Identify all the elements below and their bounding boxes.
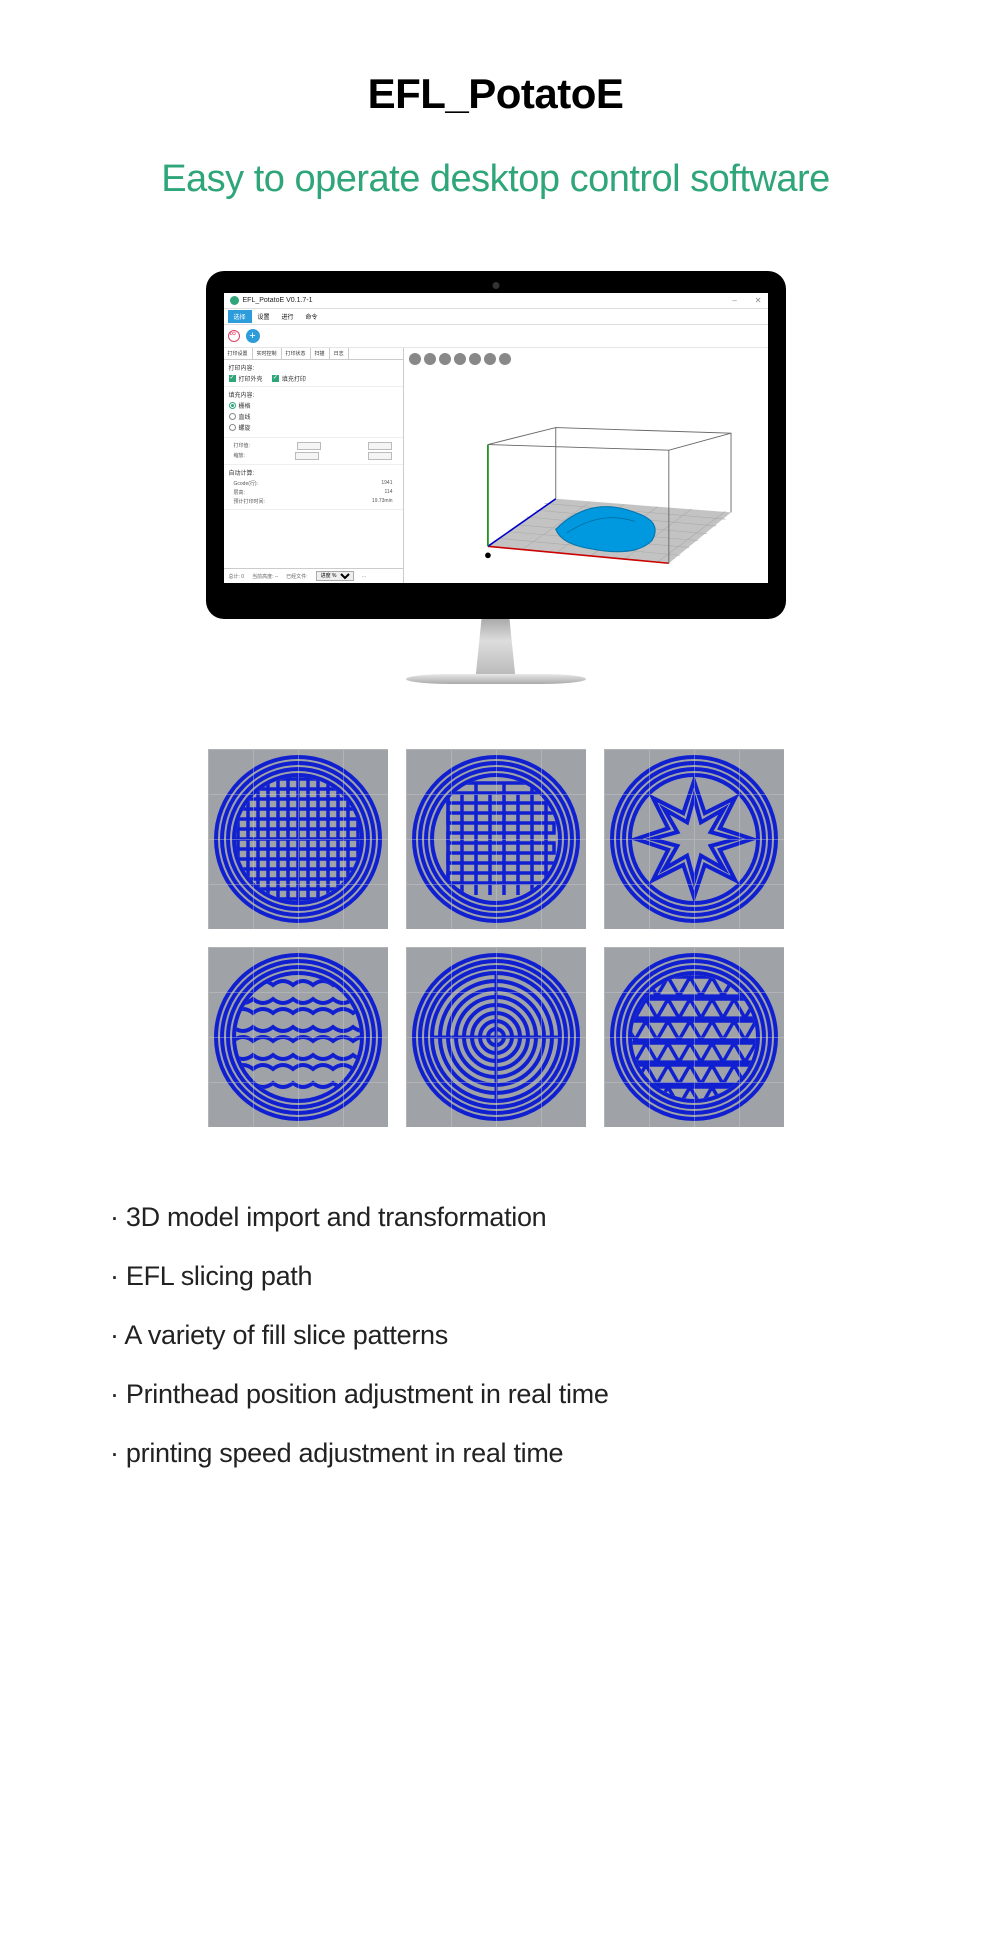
spinner-input[interactable]: [297, 442, 321, 450]
pattern-star: [604, 749, 784, 929]
param-label: 缩放:: [234, 452, 245, 460]
pattern-wave: [208, 947, 388, 1127]
app-window: EFL_PotatoE V0.1.7-1 – ✕ 选择 设置 进行 命令 +: [224, 293, 768, 583]
menu-item[interactable]: 设置: [252, 310, 276, 323]
feature-item: 3D model import and transformation: [110, 1202, 991, 1233]
menubar[interactable]: 选择 设置 进行 命令: [224, 309, 768, 325]
kv-key: 层高:: [234, 489, 245, 496]
checkbox-icon[interactable]: [272, 375, 279, 382]
param-label: 打印值:: [234, 442, 250, 450]
radio-label: 栅格: [239, 401, 251, 410]
vp-tool-icon[interactable]: [424, 353, 436, 365]
kv-key: 预计打印时间:: [234, 498, 265, 505]
pattern-grid: [208, 749, 388, 929]
statusbar: 总计: 0 当前高度: -- 已经文件: 进度 % …: [224, 568, 403, 583]
status-text: 当前高度: --: [252, 573, 278, 580]
link-icon[interactable]: [228, 330, 240, 342]
menu-item[interactable]: 进行: [276, 310, 300, 323]
section-label: 自动计算:: [229, 468, 398, 477]
vp-tool-icon[interactable]: [469, 353, 481, 365]
vp-tool-icon[interactable]: [409, 353, 421, 365]
kv-val: 114: [385, 489, 393, 496]
app-icon: [230, 296, 239, 305]
status-text: 总计: 0: [229, 573, 245, 580]
side-tab[interactable]: 实时控制: [253, 348, 282, 359]
radio-label: 螺旋: [239, 423, 251, 432]
monitor-mockup: EFL_PotatoE V0.1.7-1 – ✕ 选择 设置 进行 命令 +: [206, 271, 786, 684]
page-subtitle: Easy to operate desktop control software: [0, 158, 991, 201]
kv-val: 1941: [381, 480, 392, 487]
close-icon[interactable]: ✕: [755, 296, 762, 305]
add-icon[interactable]: +: [246, 329, 260, 343]
radio-icon[interactable]: [229, 413, 236, 420]
feature-item: EFL slicing path: [110, 1261, 991, 1292]
pattern-concentric: [406, 947, 586, 1127]
vp-tool-icon[interactable]: [454, 353, 466, 365]
radio-label: 直线: [239, 412, 251, 421]
kv-val: 19.73min: [372, 498, 393, 505]
status-text: …: [362, 573, 367, 579]
side-tab[interactable]: 打印设置: [224, 348, 253, 359]
feature-item: A variety of fill slice patterns: [110, 1320, 991, 1351]
feature-list: 3D model import and transformation EFL sl…: [0, 1202, 991, 1469]
pattern-grid: [0, 749, 991, 1127]
kv-key: Gcode(行):: [234, 480, 258, 487]
section-label: 打印内容:: [229, 363, 398, 372]
vp-tool-icon[interactable]: [439, 353, 451, 365]
feature-item: printing speed adjustment in real time: [110, 1438, 991, 1469]
status-select[interactable]: 进度 %: [316, 571, 354, 581]
checkbox-label: 填充打印: [282, 374, 306, 383]
menu-item[interactable]: 命令: [300, 310, 324, 323]
sidebar: 打印设置 实时控制 打印状态 扫描 日志 打印内容: 打印外壳 填充打印 填充内…: [224, 348, 404, 583]
pattern-meander: [406, 749, 586, 929]
radio-icon[interactable]: [229, 424, 236, 431]
vp-tool-icon[interactable]: [484, 353, 496, 365]
page-title: EFL_PotatoE: [0, 70, 991, 118]
side-tab[interactable]: 日志: [330, 348, 349, 359]
spinner-input[interactable]: [295, 452, 319, 460]
side-tab[interactable]: 扫描: [311, 348, 330, 359]
checkbox-label: 打印外壳: [239, 374, 263, 383]
status-text: 已经文件:: [286, 573, 307, 580]
feature-item: Printhead position adjustment in real ti…: [110, 1379, 991, 1410]
app-title: EFL_PotatoE V0.1.7-1: [243, 297, 313, 304]
spinner-input[interactable]: [368, 442, 392, 450]
minimize-icon[interactable]: –: [732, 296, 736, 305]
section-label: 填充内容:: [229, 390, 398, 399]
spinner-input[interactable]: [368, 452, 392, 460]
viewport-3d[interactable]: [404, 348, 768, 583]
checkbox-icon[interactable]: [229, 375, 236, 382]
radio-icon[interactable]: [229, 402, 236, 409]
side-tab[interactable]: 打印状态: [282, 348, 311, 359]
pattern-triangle: [604, 947, 784, 1127]
menu-item[interactable]: 选择: [228, 310, 252, 323]
vp-tool-icon[interactable]: [499, 353, 511, 365]
